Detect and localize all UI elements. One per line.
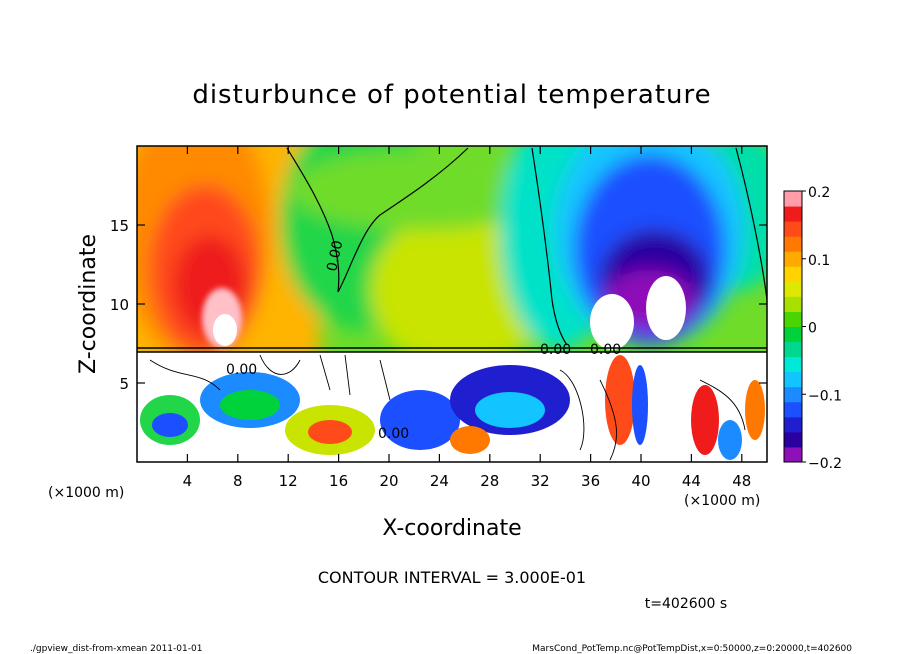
turbulent-contours: [149, 354, 746, 461]
colorbar-swatch: [784, 311, 802, 327]
x-tick-label: 28: [480, 472, 499, 490]
footer-right: MarsCond_PotTemp.nc@PotTempDist,x=0:5000…: [532, 644, 852, 654]
colorbar-swatch: [784, 326, 802, 343]
colorbar-tick-label: −0.2: [808, 456, 842, 472]
colorbar-swatch: [784, 206, 802, 222]
colorbar-swatch: [784, 431, 802, 448]
colorbar-tick-label: 0.1: [808, 253, 830, 269]
colorbar-swatch: [784, 191, 802, 207]
x-tick-label: 32: [531, 472, 550, 490]
contour-label: 0.00: [540, 342, 571, 358]
contour-label: 0.00: [378, 426, 409, 442]
colorbar-swatch: [784, 446, 802, 463]
x-tick-label: 36: [581, 472, 600, 490]
zero-contour-right: [735, 147, 767, 301]
min-region-right: [646, 276, 686, 340]
y-axis: 5 10 15: [110, 217, 767, 393]
x-unit-left: (×1000 m): [48, 485, 124, 501]
colorbar-swatch: [784, 251, 802, 267]
contour-label: 0.00: [324, 239, 346, 273]
x-tick-label: 8: [233, 472, 243, 490]
zero-contour-left: [286, 147, 469, 293]
min-region-left: [590, 294, 634, 350]
contour-label: 0.00: [226, 362, 257, 378]
upper-field: [137, 146, 767, 370]
chart-title: disturbunce of potential temperature: [192, 80, 711, 110]
x-tick-label: 20: [379, 472, 398, 490]
colorbar-tick-label: −0.1: [808, 388, 842, 404]
colorbar-swatch: [784, 296, 802, 312]
colorbar-swatch: [784, 281, 802, 297]
plot-area: [137, 146, 767, 462]
x-tick-label: 12: [279, 472, 298, 490]
colorbar-tick-label: 0.2: [808, 185, 830, 201]
footer-left: ./gpview_dist-from-xmean 2011-01-01: [30, 644, 202, 654]
colorbar-swatch: [784, 341, 802, 358]
y-tick-label: 5: [119, 375, 129, 393]
x-tick-label: 24: [430, 472, 449, 490]
colorbar-swatch: [784, 221, 802, 237]
x-axis: 4 8 12 16 20 24 28 32 36 40 44 48: [183, 146, 751, 490]
x-unit-right: (×1000 m): [684, 493, 760, 509]
colorbar-swatch: [784, 386, 802, 403]
x-tick-label: 16: [329, 472, 348, 490]
x-tick-label: 48: [732, 472, 751, 490]
colorbar-swatch: [784, 236, 802, 252]
x-tick-label: 4: [183, 472, 193, 490]
colorbar-swatch: [784, 401, 802, 418]
turbulent-blobs: [140, 355, 765, 460]
colorbar-swatch: [784, 371, 802, 388]
y-tick-label: 15: [110, 217, 129, 235]
zero-contour-mid: [531, 147, 568, 346]
layer-boundary: [137, 347, 767, 353]
colorbar-swatch: [784, 416, 802, 433]
y-tick-label: 10: [110, 296, 129, 314]
contour-interval: CONTOUR INTERVAL = 3.000E-01: [318, 568, 586, 587]
colorbar-swatch: [784, 266, 802, 282]
time-stamp: t=402600 s: [645, 596, 727, 612]
x-tick-label: 44: [682, 472, 701, 490]
y-axis-label: Z-coordinate: [76, 234, 101, 374]
colorbar-tick-label: 0: [808, 321, 817, 337]
colorbar-swatch: [784, 356, 802, 373]
colorbar-frame: [783, 190, 803, 463]
x-tick-label: 40: [631, 472, 650, 490]
x-axis-label: X-coordinate: [382, 516, 521, 541]
contour-label: 0.00: [590, 342, 621, 358]
colorbar: 0.2 0.1 0 −0.1 −0.2: [784, 185, 842, 472]
